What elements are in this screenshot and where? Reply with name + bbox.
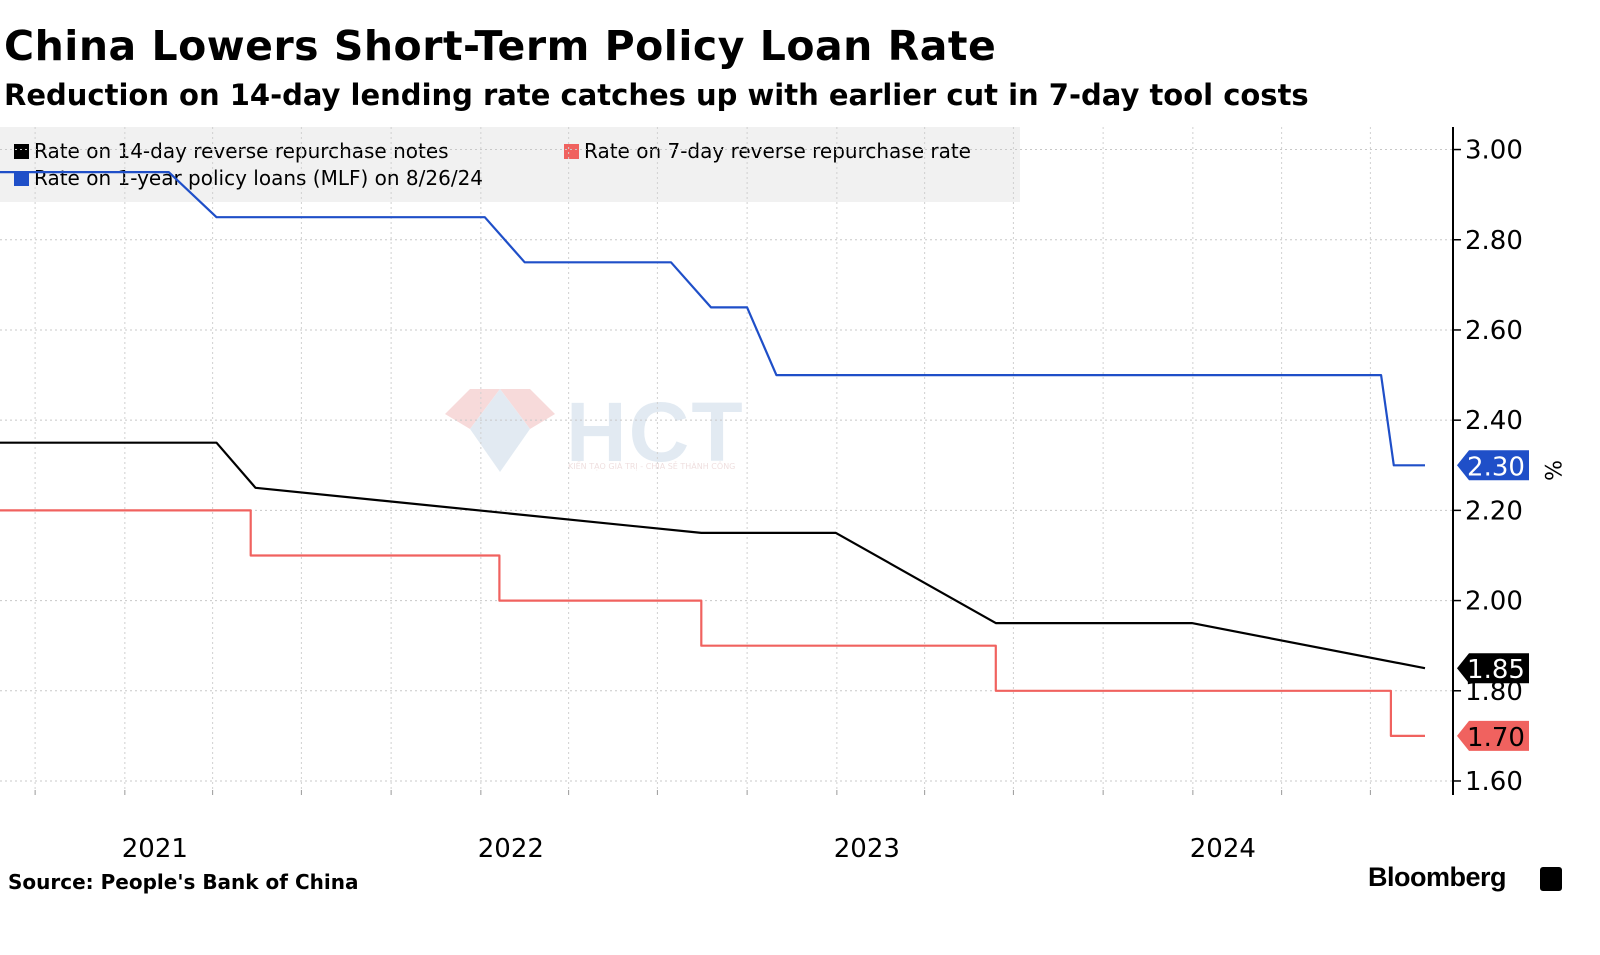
end-label-box-0 [1457, 653, 1529, 684]
legend-item-14day: Rate on 14-day reverse repurchase notes [14, 139, 449, 163]
legend-label-mlf: Rate on 1-year policy loans (MLF) on 8/2… [34, 166, 484, 190]
legend-swatch-7day [564, 143, 579, 159]
legend-swatch-14day [14, 143, 29, 159]
chart-title: China Lowers Short-Term Policy Loan Rate [4, 22, 997, 70]
end-label-1: 1.70 [1457, 720, 1529, 753]
legend-label-14day: Rate on 14-day reverse repurchase notes [34, 139, 449, 163]
y-tick-label: 3.00 [1465, 136, 1523, 166]
series-line-0 [0, 441, 1426, 670]
y-tick-label: 2.80 [1465, 226, 1523, 256]
source-note: Source: People's Bank of China [8, 870, 359, 894]
end-label-text-0: 1.85 [1467, 655, 1525, 685]
series-line-1 [0, 509, 1425, 738]
end-label-0: 1.85 [1457, 653, 1529, 685]
end-label-text-2: 2.30 [1467, 452, 1525, 482]
watermark-text: HCT [566, 385, 745, 479]
y-tick-label: 2.00 [1465, 587, 1523, 617]
legend-item-7day: Rate on 7-day reverse repurchase rate [564, 139, 971, 163]
bloomberg-logo: Bloomberg [1368, 862, 1507, 892]
watermark-logo-icon [445, 389, 555, 472]
chart-subtitle: Reduction on 14-day lending rate catches… [4, 78, 1309, 112]
legend-label-7day: Rate on 7-day reverse repurchase rate [584, 139, 971, 163]
series-line-2 [0, 171, 1425, 467]
watermark: HCT KIẾN TẠO GIÁ TRỊ - CHIA SẺ THÀNH CÔN… [440, 384, 750, 479]
end-label-box-1 [1457, 720, 1529, 751]
y-tick-label: 2.20 [1465, 496, 1523, 526]
y-axis-unit-label: % [1539, 460, 1564, 481]
y-tick-label: 1.60 [1465, 767, 1523, 797]
end-label-2: 2.30 [1457, 450, 1529, 482]
x-tick-label: 2021 [122, 834, 188, 864]
legend: Rate on 14-day reverse repurchase notes … [0, 127, 1020, 202]
x-tick-label: 2022 [478, 834, 544, 864]
watermark-tagline: KIẾN TẠO GIÁ TRỊ - CHIA SẺ THÀNH CÔNG [568, 462, 736, 471]
x-tick-label: 2023 [834, 834, 900, 864]
legend-item-mlf: Rate on 1-year policy loans (MLF) on 8/2… [14, 166, 483, 190]
end-label-text-1: 1.70 [1467, 723, 1525, 753]
x-tick-label: 2024 [1190, 834, 1256, 864]
bloomberg-terminal-icon [1540, 867, 1562, 891]
y-tick-label: 2.40 [1465, 406, 1523, 436]
legend-swatch-mlf [14, 170, 29, 186]
y-tick-label: 2.60 [1465, 316, 1523, 346]
end-label-box-2 [1457, 450, 1529, 481]
